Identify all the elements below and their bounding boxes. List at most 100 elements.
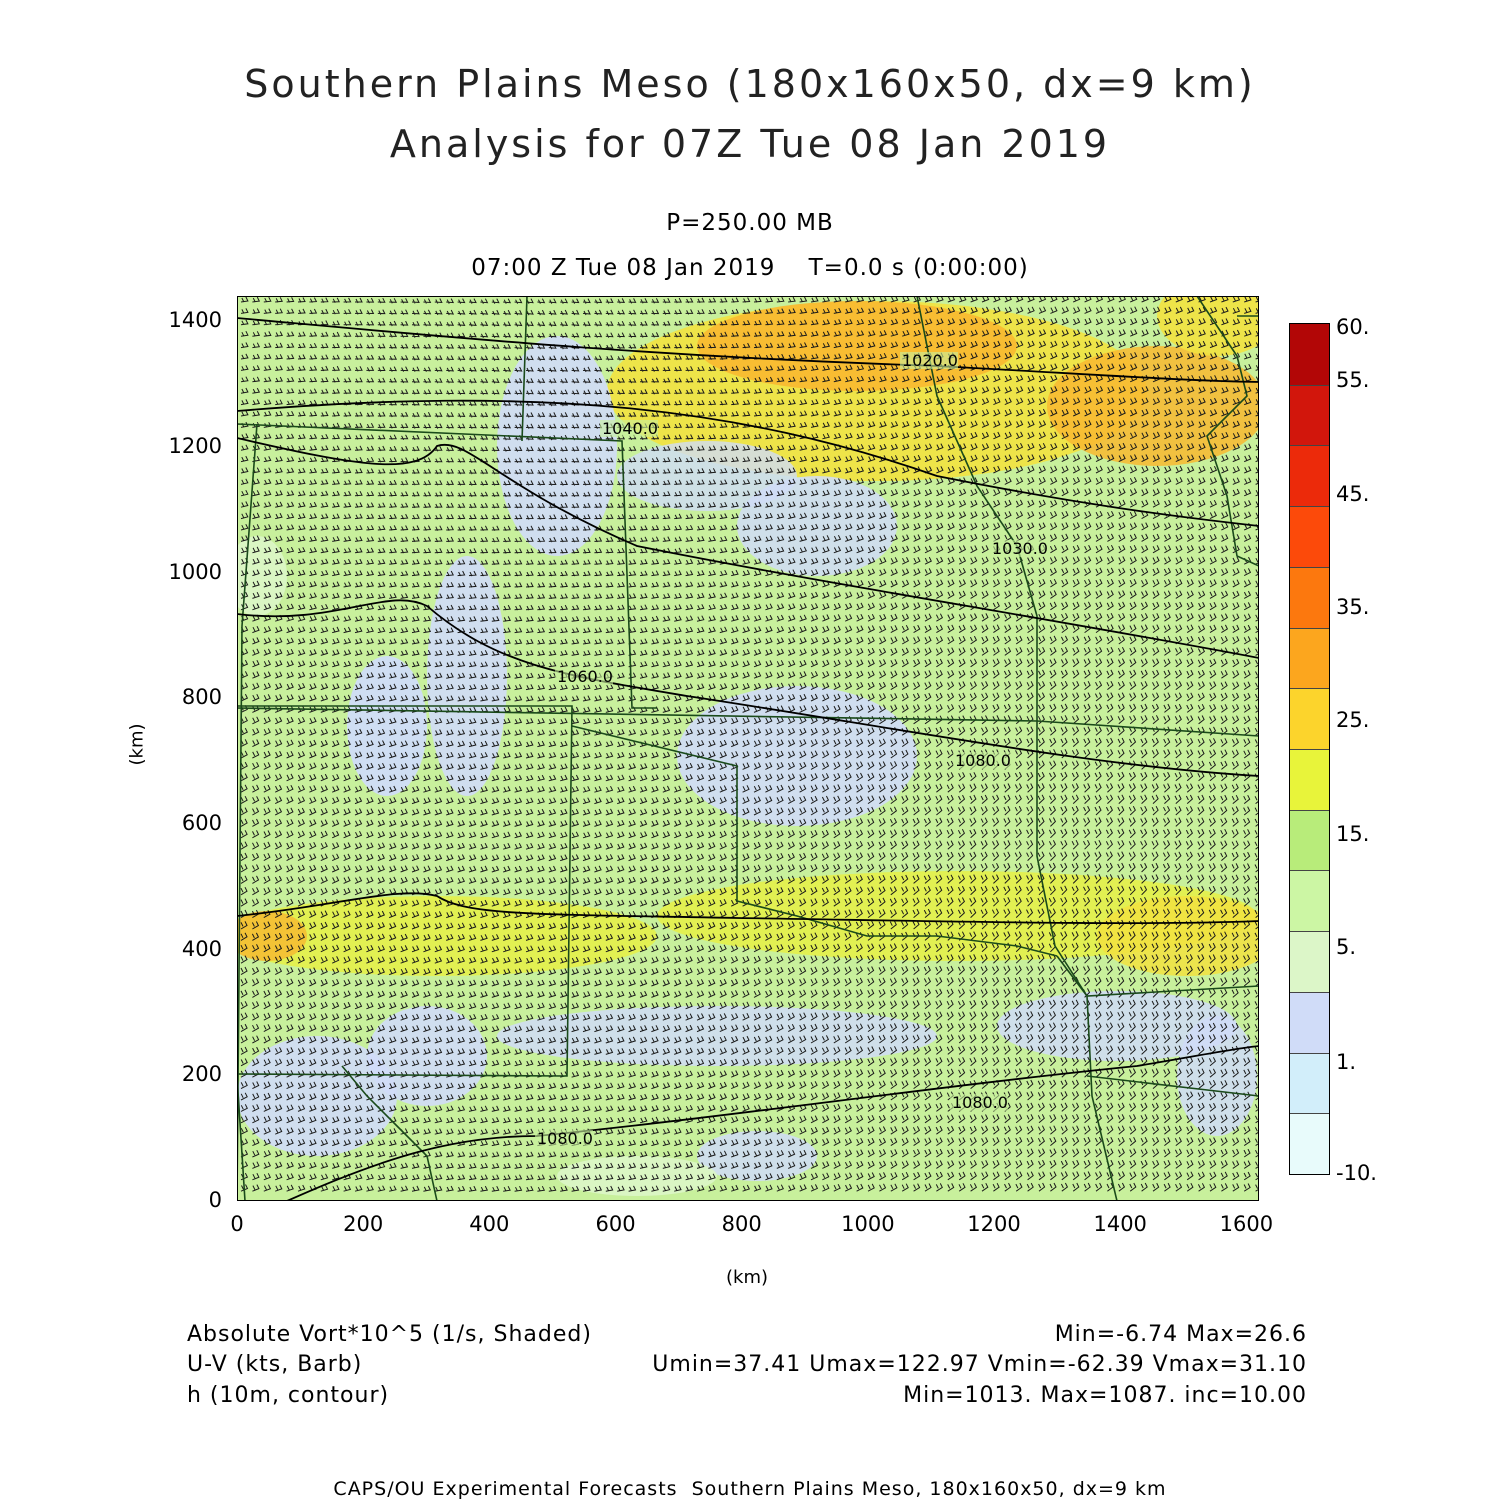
wind-barb <box>343 354 352 361</box>
wind-barb <box>765 331 774 337</box>
wind-barb <box>275 376 283 383</box>
wind-barb <box>434 366 443 373</box>
wind-barb <box>434 309 443 316</box>
wind-barb <box>1141 329 1149 337</box>
wind-barb <box>1255 365 1259 371</box>
wind-barb <box>377 388 386 395</box>
wind-barb <box>879 387 887 394</box>
wind-barb <box>981 374 990 383</box>
wind-barb <box>320 331 329 338</box>
wind-barb <box>708 343 717 349</box>
wind-barb <box>685 297 694 304</box>
wind-barb <box>890 352 899 360</box>
pressure-level-label: P=250.00 MB <box>666 210 834 236</box>
wind-barb <box>981 318 990 326</box>
wind-barb <box>468 355 477 361</box>
wind-barb <box>525 321 534 327</box>
wind-barb <box>924 318 933 326</box>
wind-barb <box>571 298 580 304</box>
wind-barb <box>605 355 614 361</box>
wind-barb <box>639 355 648 361</box>
wind-barb <box>628 366 637 372</box>
wind-barb <box>548 378 557 384</box>
wind-barb <box>708 297 717 304</box>
wind-barb <box>560 389 569 395</box>
wind-barb <box>1198 340 1206 349</box>
wind-barb <box>1107 340 1115 349</box>
wind-barb <box>457 412 466 418</box>
wind-barb <box>252 319 261 326</box>
wind-barb <box>332 331 340 338</box>
wind-barb <box>788 353 796 360</box>
wind-barb <box>309 342 318 349</box>
wind-barb <box>297 365 306 372</box>
wind-barb <box>1129 363 1138 371</box>
wind-barb <box>708 388 717 395</box>
wind-barb <box>286 365 295 371</box>
wind-barb <box>1107 317 1115 326</box>
wind-barb <box>867 341 876 349</box>
wind-barb <box>1232 352 1241 360</box>
wind-barb <box>355 343 363 349</box>
wind-barb <box>377 332 386 338</box>
wind-barb <box>833 364 842 371</box>
wind-barb <box>1255 376 1259 383</box>
wind-barb <box>491 343 500 350</box>
wind-barb <box>605 332 614 338</box>
wind-barb <box>1221 363 1229 371</box>
wind-barb <box>1221 296 1229 303</box>
wind-barb <box>423 343 432 350</box>
wind-barb <box>252 308 261 314</box>
wind-barb <box>514 309 523 316</box>
wind-barb <box>1050 363 1058 371</box>
wind-barb <box>571 332 580 339</box>
wind-barb <box>354 388 363 395</box>
wind-barb <box>411 309 420 316</box>
wind-barb <box>286 308 295 315</box>
wind-barb <box>240 365 249 371</box>
wind-barb <box>799 365 808 371</box>
wind-barb <box>662 400 671 406</box>
wind-barb <box>719 308 728 315</box>
wind-barb <box>799 353 808 360</box>
wind-barb <box>446 309 455 316</box>
wind-barb <box>1232 329 1241 337</box>
wind-barb <box>389 298 398 304</box>
wind-barb <box>902 341 910 349</box>
wind-barb <box>389 309 398 315</box>
wind-barb <box>377 411 386 418</box>
wind-barb <box>833 398 842 406</box>
wind-barb <box>1118 351 1126 360</box>
wind-barb <box>708 331 717 338</box>
wind-barb <box>1061 363 1069 371</box>
wind-barb <box>1130 329 1138 337</box>
wind-barb <box>662 320 671 327</box>
wind-barb <box>639 366 648 372</box>
wind-barb <box>765 297 774 303</box>
wind-barb <box>480 355 489 361</box>
wind-barb <box>491 389 500 395</box>
wind-barb <box>537 366 546 373</box>
wind-barb <box>1004 306 1012 314</box>
wind-barb <box>856 296 865 303</box>
wind-barb <box>879 307 887 314</box>
wind-barb <box>1255 308 1259 314</box>
wind-barb <box>1084 306 1092 314</box>
wind-barb <box>343 297 352 304</box>
wind-barb <box>332 365 340 372</box>
wind-barb <box>890 398 899 406</box>
wind-barb <box>776 308 785 314</box>
wind-barb <box>639 320 648 327</box>
wind-barb <box>674 400 683 406</box>
wind-barb <box>1107 329 1115 337</box>
wind-barb <box>377 377 386 384</box>
wind-barb <box>582 298 591 304</box>
wind-barb <box>320 343 329 349</box>
wind-barb <box>1016 329 1024 337</box>
wind-barb <box>742 331 751 337</box>
wind-barb <box>776 331 785 337</box>
wind-barb <box>674 309 683 315</box>
wind-barb <box>639 389 648 395</box>
wind-barb <box>1244 352 1252 360</box>
wind-barb <box>525 366 534 373</box>
